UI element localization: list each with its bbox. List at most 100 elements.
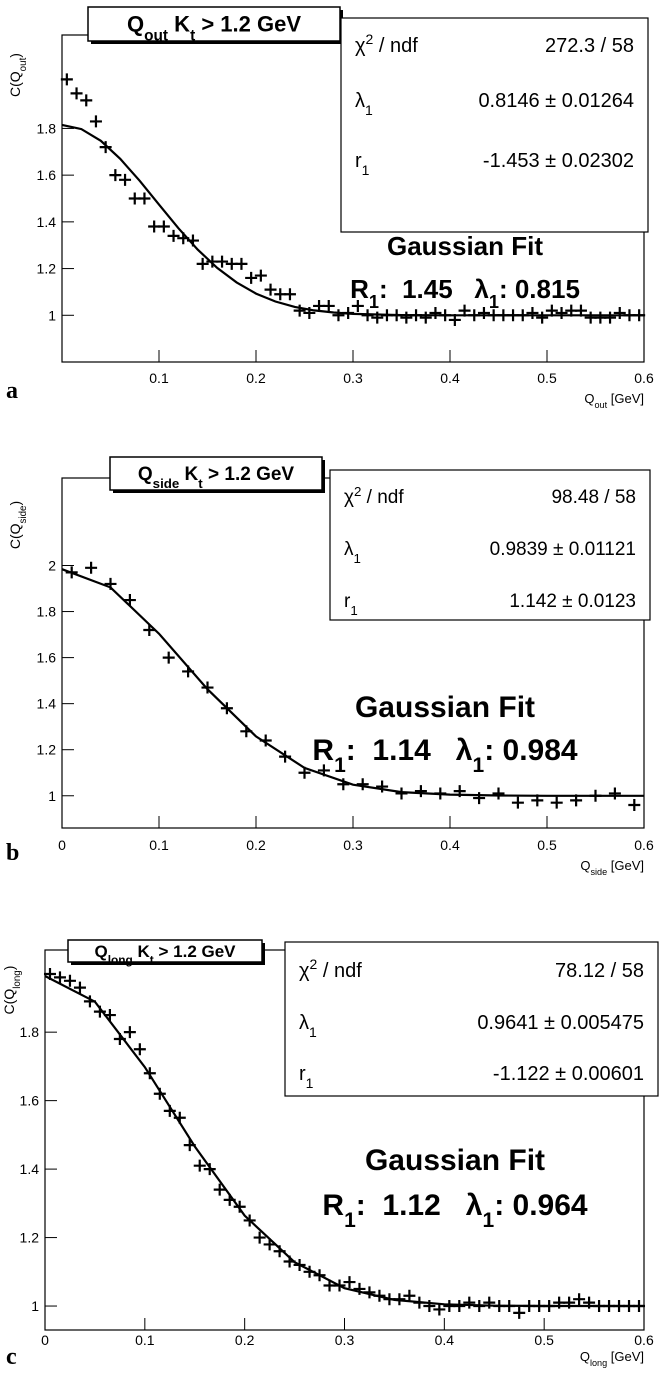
stats-value: 272.3 / 58: [545, 35, 634, 57]
data-point: [240, 725, 253, 738]
data-point: [550, 796, 563, 809]
annotation-part: : 1.45 λ: [379, 274, 489, 304]
data-point: [468, 309, 481, 322]
data-point: [220, 702, 233, 715]
x-tick-label: 0.4: [435, 1332, 455, 1348]
y-tick-label: 1.2: [20, 1230, 40, 1246]
x-tick-label: 0.2: [235, 1332, 255, 1348]
data-point: [419, 311, 432, 324]
data-point: [223, 1193, 236, 1206]
data-point: [162, 651, 175, 664]
data-point: [259, 734, 272, 747]
data-point: [526, 306, 539, 319]
panel: 0 0.1 0.2 0.3 0.4 0.5 0.6 1 1.2 1.4 1.6 1.8 Qlong [G…: [1, 939, 659, 1370]
data-point: [65, 566, 78, 579]
data-point: [322, 299, 335, 312]
data-point: [133, 1043, 146, 1056]
x-axis-label-part: side: [590, 867, 607, 877]
data-point: [173, 1111, 186, 1124]
y-tick-label: 1.8: [20, 1024, 40, 1040]
data-point: [201, 681, 214, 694]
chart-title-part: K: [133, 942, 151, 961]
data-point: [99, 141, 112, 154]
stats-label-part: 2: [310, 956, 318, 972]
data-point: [83, 995, 96, 1008]
x-axis-label-part: [GeV]: [607, 858, 644, 873]
data-point: [395, 787, 408, 800]
annotation-part: R: [312, 734, 334, 767]
y-tick-label: 1.4: [37, 696, 57, 712]
stats-label-part: 1: [350, 603, 357, 618]
chart-title-part: Q: [127, 12, 144, 37]
data-point: [43, 967, 56, 980]
data-point: [293, 304, 306, 317]
data-point: [545, 304, 558, 317]
y-axis-label: C(Qlong): [1, 966, 23, 1015]
y-axis-label: C(Qout): [7, 53, 29, 97]
y-axis-label-part: out: [18, 57, 29, 71]
stats-value: 0.9641 ± 0.005475: [477, 1012, 644, 1034]
data-point: [243, 1214, 256, 1227]
annotation-part: Gaussian Fit: [355, 691, 535, 724]
stats-label-part: 1: [365, 102, 373, 118]
annotation-part: 1: [369, 292, 379, 312]
data-point: [332, 309, 345, 322]
data-point: [123, 1026, 136, 1039]
data-point: [119, 173, 132, 186]
y-tick-label: 1.8: [37, 120, 57, 136]
fit-curve: [61, 568, 644, 797]
x-tick-label: 0: [41, 1332, 49, 1348]
data-point: [376, 780, 389, 793]
data-point: [361, 309, 374, 322]
stats-label: χ2 / ndf: [344, 484, 404, 509]
stats-label-part: / ndf: [361, 487, 404, 508]
annotation-part: R: [322, 1189, 344, 1222]
data-point: [279, 750, 292, 763]
stats-label: r1: [355, 150, 370, 178]
data-point: [356, 778, 369, 791]
data-point: [213, 1183, 226, 1196]
data-point: [511, 796, 524, 809]
data-point: [414, 785, 427, 798]
stats-label-part: χ: [355, 35, 366, 57]
data-point: [574, 304, 587, 317]
stats-label-part: 1: [309, 1024, 317, 1040]
data-point: [413, 1296, 426, 1309]
data-point: [516, 309, 529, 322]
data-point: [193, 1159, 206, 1172]
annotation-part: Gaussian Fit: [387, 231, 543, 261]
x-tick-label: 0: [58, 837, 66, 853]
stats-value: 0.8146 ± 0.01264: [478, 90, 634, 112]
chart-title-part: > 1.2 GeV: [154, 942, 236, 961]
chart-title: Qside Kt > 1.2 GeV: [138, 464, 295, 491]
x-tick-label: 0.5: [534, 1332, 554, 1348]
data-point: [233, 1200, 246, 1213]
data-point: [342, 306, 355, 319]
panel-letter: a: [6, 378, 18, 404]
data-point: [423, 1300, 436, 1313]
stats-label: r1: [299, 1063, 314, 1091]
title-box: [109, 456, 323, 491]
y-tick-label: 1.4: [20, 1161, 40, 1177]
x-axis-label: Qside [GeV]: [580, 858, 644, 877]
x-axis-label-part: [GeV]: [607, 391, 644, 406]
annotation-part: Gaussian Fit: [365, 1144, 545, 1177]
annotation-part: R: [350, 274, 369, 304]
x-tick-label: 0.5: [537, 370, 557, 386]
stats-label-part: 1: [306, 1075, 314, 1091]
x-tick-label: 0.3: [343, 837, 363, 853]
stats-value: 98.48 / 58: [551, 487, 636, 508]
y-axis-label-part: C(Q: [1, 989, 17, 1015]
data-point: [263, 1238, 276, 1251]
stats-label-part: / ndf: [317, 960, 362, 982]
y-axis-label-part: ): [1, 966, 17, 971]
data-point: [613, 306, 626, 319]
data-point: [303, 1265, 316, 1278]
data-point: [103, 1009, 116, 1022]
chart-title-part: t: [190, 27, 195, 44]
stats-label-part: 1: [362, 162, 370, 178]
x-axis-label-part: Q: [580, 858, 590, 873]
chart-title-part: > 1.2 GeV: [203, 464, 295, 485]
